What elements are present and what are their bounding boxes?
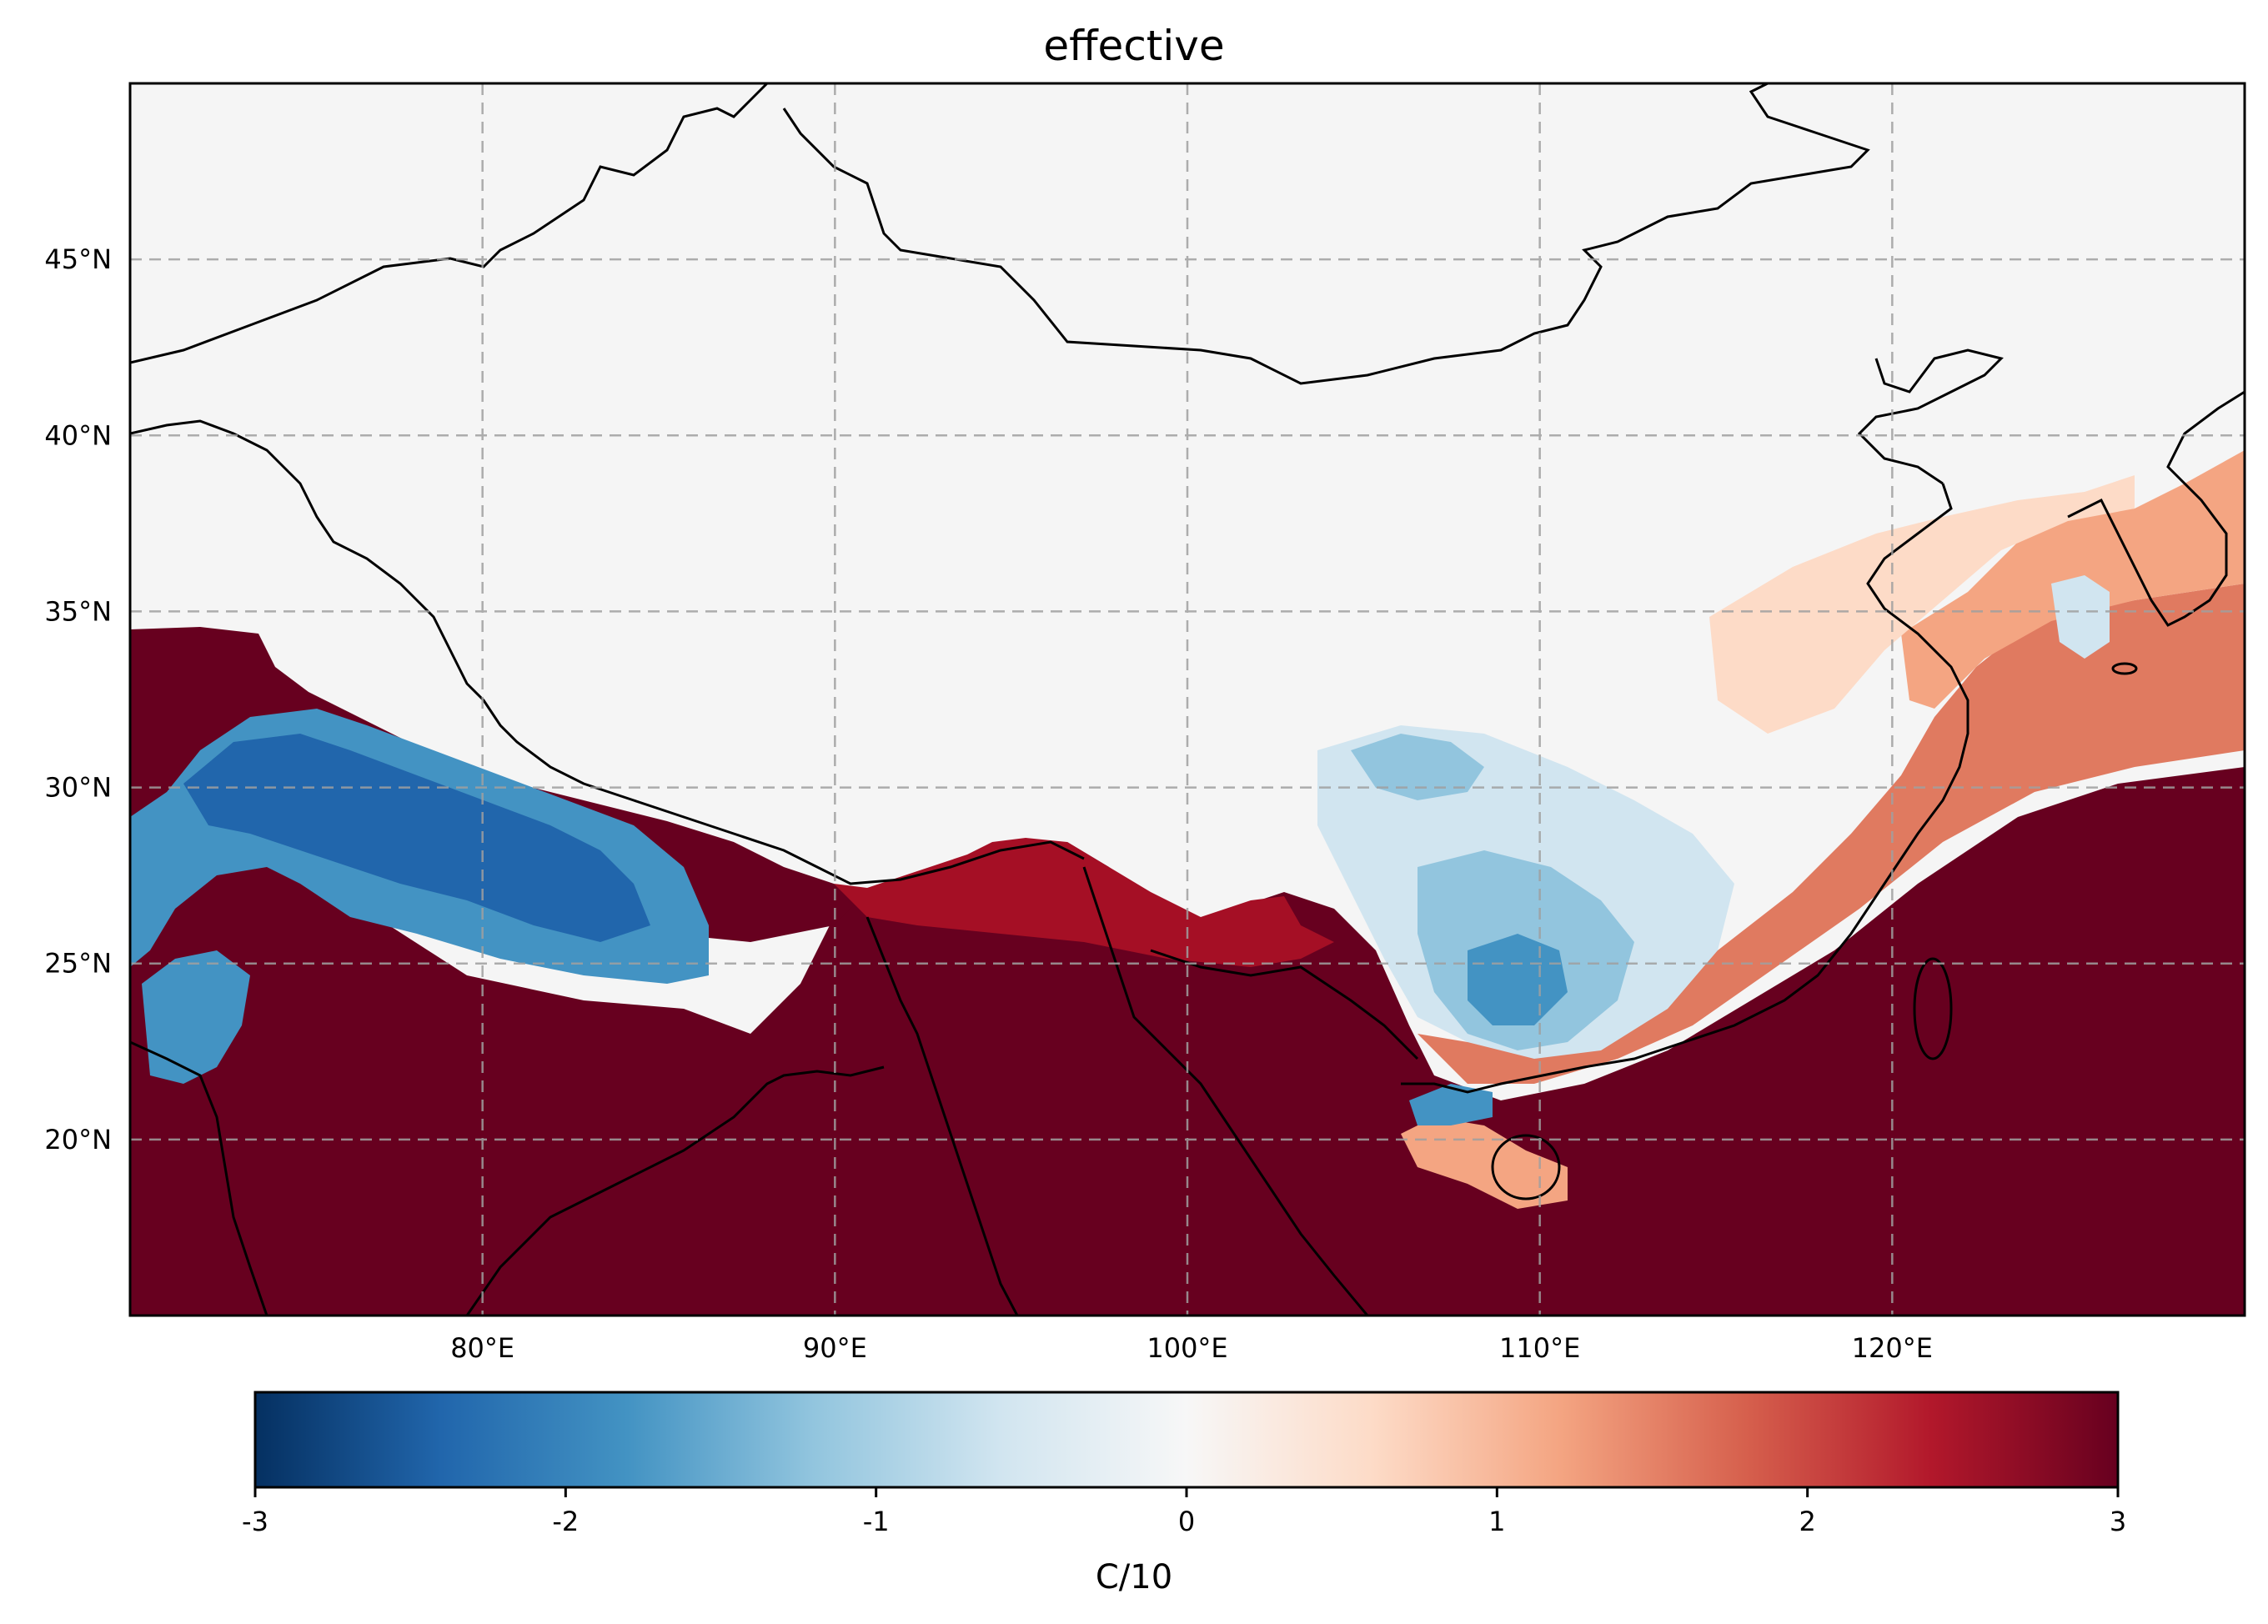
lat-tick-label: 25°N [44,948,112,980]
colorbar-tick-label: 1 [1488,1506,1505,1537]
colorbar-tick-label: -3 [242,1506,268,1537]
field-negative-himalaya-core [183,734,650,942]
border-indochina [1082,866,1419,1316]
coast-india-east [465,1065,885,1316]
field-negative-tonkin [1409,1084,1493,1125]
border-bangladesh-myanmar [866,916,1019,1316]
anomaly-field [130,450,2245,1316]
lon-tick-labels: 80°E 90°E 100°E 110°E 120°E [450,1332,1933,1364]
colorbar-tick-label: -1 [863,1506,890,1537]
coast-korea [2067,390,2245,627]
colorbar-tick-label: 3 [2110,1506,2126,1537]
coast-india-west [130,1040,268,1316]
field-positive-myanmar [834,838,1334,967]
border-west [130,419,1085,885]
field-negative-gujarat [142,950,250,1084]
map-title: effective [1043,22,1225,70]
field-negative-korea [2051,575,2110,659]
field-positive-yellow-sea-light [1709,475,2135,734]
colorbar-tick-label: 0 [1178,1506,1195,1537]
taiwan-island [1913,957,1953,1060]
jeju-island [2111,662,2138,675]
field-positive-south [130,767,2245,1316]
coastlines-borders [130,83,2245,1316]
lon-tick-label: 120°E [1852,1332,1933,1364]
lon-tick-label: 110°E [1499,1332,1580,1364]
lat-tick-label: 45°N [44,243,112,275]
lon-tick-label: 90°E [803,1332,867,1364]
colorbar-tick-label: -2 [552,1506,579,1537]
lat-tick-label: 20°N [44,1124,112,1155]
lon-tick-label: 100°E [1147,1332,1227,1364]
coast-bohai [1857,348,2004,485]
map-frame [128,82,2246,1317]
colorbar [255,1392,2118,1487]
lon-tick-label: 80°E [450,1332,514,1364]
colorbar-ticks: -3 -2 -1 0 1 2 3 [242,1487,2126,1537]
colorbar-label: C/10 [1095,1558,1173,1596]
border-north-china-mongolia [130,83,1870,385]
gridlines [130,83,2245,1316]
field-negative-sichuan [1351,734,1484,800]
lat-tick-label: 30°N [44,772,112,804]
colorbar-tick-label: 2 [1799,1506,1815,1537]
lat-tick-label: 40°N [44,419,112,451]
coast-china-south [1401,483,1969,1094]
field-negative-china-core [1468,934,1568,1025]
field-positive-coast [1418,584,2245,1084]
hainan-island [1491,1134,1561,1200]
lat-tick-labels: 20°N 25°N 30°N 35°N 40°N 45°N [44,243,112,1155]
lat-tick-label: 35°N [44,595,112,627]
